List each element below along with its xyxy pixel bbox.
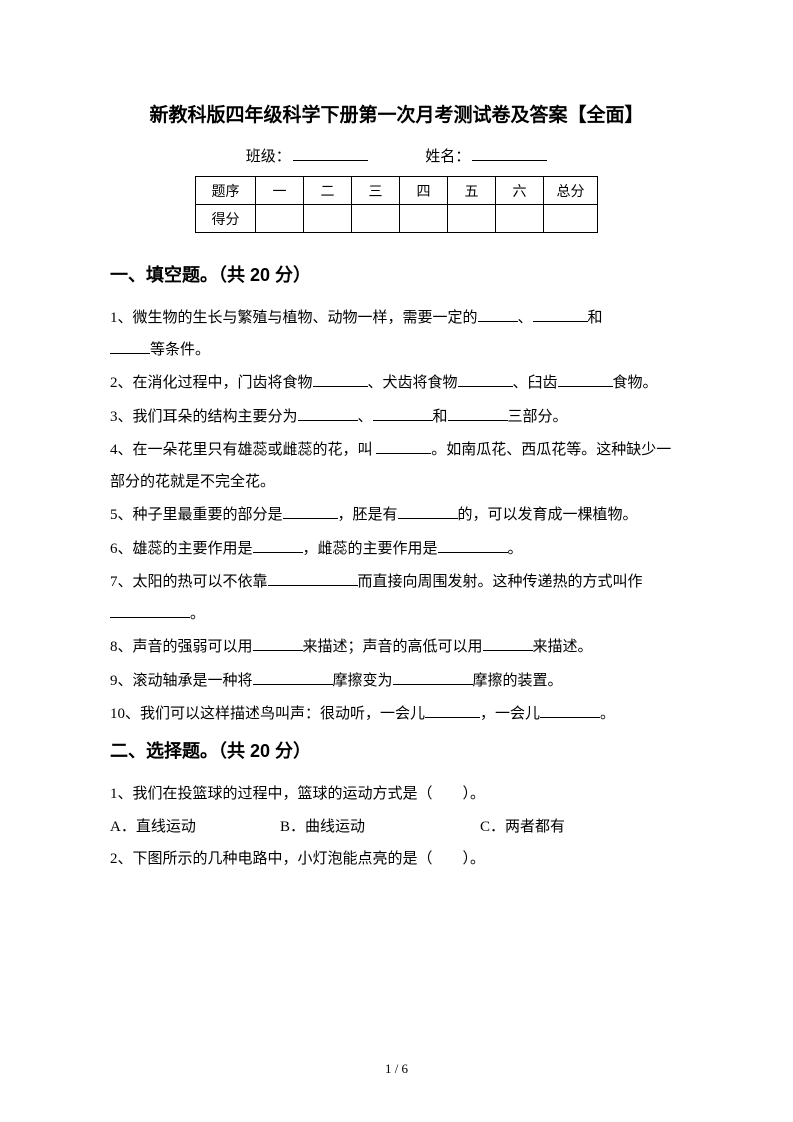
text: 3、我们耳朵的结构主要分为 [110, 409, 298, 425]
blank [398, 504, 458, 519]
text: 6、雄蕊的主要作用是 [110, 541, 253, 557]
section-2-header: 二、选择题。（共 20 分） [110, 737, 683, 763]
blank [268, 571, 358, 586]
class-blank [293, 160, 368, 161]
question-7: 7、太阳的热可以不依靠 而直接向周围发射。这种传递热的方式叫作。 [110, 567, 683, 630]
text: 三部分。 [508, 409, 568, 425]
cell-empty [496, 205, 544, 233]
name-blank [472, 160, 547, 161]
page-title: 新教科版四年级科学下册第一次月考测试卷及答案【全面】 [110, 100, 683, 127]
text: 的，可以发育成一棵植物。 [458, 507, 638, 523]
blank [253, 636, 303, 651]
blank [483, 636, 533, 651]
cell-header: 三 [352, 177, 400, 205]
question-8: 8、声音的强弱可以用 来描述；声音的高低可以用 来描述。 [110, 632, 683, 664]
text: 2、在消化过程中，门齿将食物 [110, 375, 313, 391]
blank [253, 670, 333, 685]
blank [533, 307, 588, 322]
text: 9、滚动轴承是一种将 [110, 673, 253, 689]
question-10: 10、我们可以这样描述鸟叫声：很动听，一会儿 ，一会儿 。 [110, 699, 683, 731]
cell-header: 题序 [196, 177, 256, 205]
question-9: 9、滚动轴承是一种将 摩擦变为 摩擦的装置。 [110, 666, 683, 698]
question-5: 5、种子里最重要的部分是 ，胚是有 的，可以发育成一棵植物。 [110, 500, 683, 532]
blank [110, 339, 150, 354]
blank [458, 372, 513, 387]
cell-header: 二 [304, 177, 352, 205]
question-4: 4、在一朵花里只有雄蕊或雌蕊的花，叫 。如南瓜花、西瓜花等。这种缺少一部分的花就… [110, 435, 683, 498]
mc-question-1: 1、我们在投篮球的过程中，篮球的运动方式是（ ）。 [110, 779, 683, 811]
blank [393, 670, 473, 685]
blank [298, 406, 358, 421]
blank [313, 372, 368, 387]
cell-empty [304, 205, 352, 233]
text: 和 [433, 409, 448, 425]
text: 1、微生物的生长与繁殖与植物、动物一样，需要一定的 [110, 310, 478, 326]
table-row: 题序 一 二 三 四 五 六 总分 [196, 177, 598, 205]
mc-question-2: 2、下图所示的几种电路中，小灯泡能点亮的是（ ）。 [110, 844, 683, 876]
question-1: 1、微生物的生长与繁殖与植物、动物一样，需要一定的 、 和等条件。 [110, 303, 683, 366]
cell-header: 总分 [544, 177, 598, 205]
option-a: A．直线运动 [110, 812, 280, 844]
text: 摩擦变为 [333, 673, 393, 689]
cell-empty [544, 205, 598, 233]
text: 4、在一朵花里只有雄蕊或雌蕊的花，叫 [110, 442, 376, 458]
name-label: 姓名： [425, 149, 470, 165]
text: 和 [588, 310, 603, 326]
cell-header: 五 [448, 177, 496, 205]
cell-empty [352, 205, 400, 233]
blank [438, 538, 508, 553]
text: 来描述；声音的高低可以用 [303, 639, 483, 655]
cell-empty [400, 205, 448, 233]
section-1-header: 一、填空题。（共 20 分） [110, 261, 683, 287]
blank [540, 703, 600, 718]
blank [558, 372, 613, 387]
cell-empty [256, 205, 304, 233]
blank [283, 504, 338, 519]
text: ，雌蕊的主要作用是 [303, 541, 438, 557]
class-label: 班级： [246, 149, 291, 165]
text: 、犬齿将食物 [368, 375, 458, 391]
text: 5、种子里最重要的部分是 [110, 507, 283, 523]
blank [373, 406, 433, 421]
text: 而直接向周围发射。这种传递热的方式叫作 [358, 574, 643, 590]
question-2: 2、在消化过程中，门齿将食物 、犬齿将食物 、臼齿 食物。 [110, 368, 683, 400]
blank [110, 603, 190, 618]
blank [448, 406, 508, 421]
text: 、臼齿 [513, 375, 558, 391]
cell-empty [448, 205, 496, 233]
cell-header: 一 [256, 177, 304, 205]
blank [425, 703, 480, 718]
text: 8、声音的强弱可以用 [110, 639, 253, 655]
text: 。 [600, 706, 615, 722]
text: 。 [508, 541, 523, 557]
cell-header: 六 [496, 177, 544, 205]
score-table: 题序 一 二 三 四 五 六 总分 得分 [195, 176, 598, 233]
text: 、 [358, 409, 373, 425]
question-3: 3、我们耳朵的结构主要分为 、 和 三部分。 [110, 402, 683, 434]
text: 、 [518, 310, 533, 326]
cell-label: 得分 [196, 205, 256, 233]
student-info-row: 班级： 姓名： [110, 145, 683, 166]
text: ，胚是有 [338, 507, 398, 523]
text: 摩擦的装置。 [473, 673, 563, 689]
option-b: B．曲线运动 [280, 812, 480, 844]
text: 来描述。 [533, 639, 593, 655]
cell-header: 四 [400, 177, 448, 205]
option-c: C．两者都有 [480, 812, 683, 844]
blank [478, 307, 518, 322]
text: 7、太阳的热可以不依靠 [110, 574, 268, 590]
table-row: 得分 [196, 205, 598, 233]
mc-options-1: A．直线运动 B．曲线运动 C．两者都有 [110, 812, 683, 844]
text: 等条件。 [150, 342, 210, 358]
text: ，一会儿 [480, 706, 540, 722]
text: 10、我们可以这样描述鸟叫声：很动听，一会儿 [110, 706, 425, 722]
blank [376, 439, 431, 454]
page-number: 1 / 6 [0, 1061, 793, 1077]
question-6: 6、雄蕊的主要作用是 ，雌蕊的主要作用是 。 [110, 534, 683, 566]
text: 。 [190, 606, 205, 622]
text: 食物。 [613, 375, 658, 391]
blank [253, 538, 303, 553]
